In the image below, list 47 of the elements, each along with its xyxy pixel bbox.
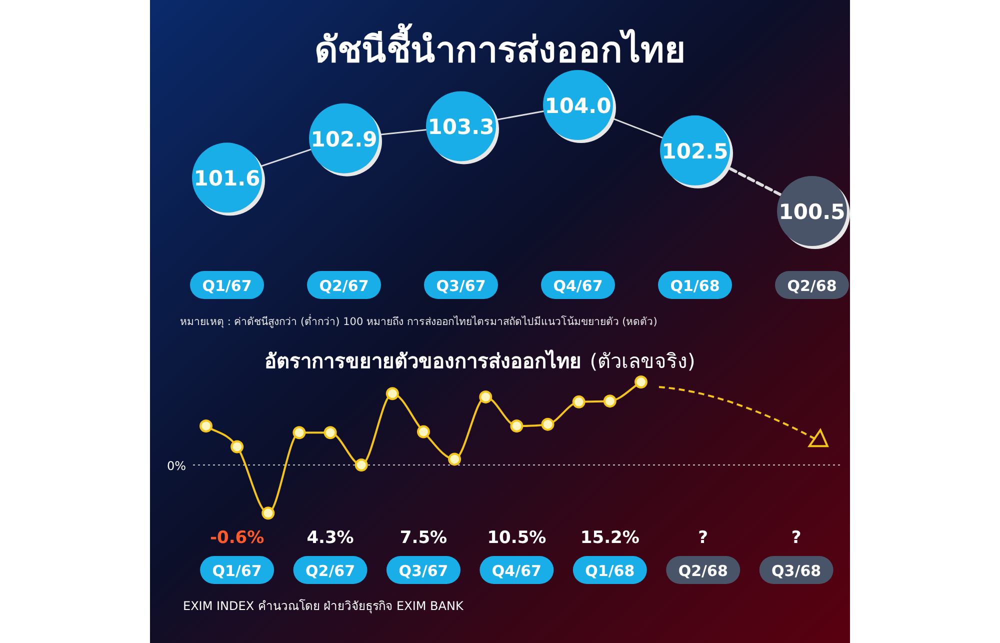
x-tick-label: Q3/68 — [772, 562, 822, 580]
data-label: 102.9 — [310, 127, 378, 152]
x-tick-label: Q2/67 — [319, 277, 369, 295]
point — [416, 425, 430, 438]
point — [292, 426, 306, 440]
point — [541, 418, 554, 431]
x-tick-label: Q1/68 — [670, 277, 720, 295]
text: ? — [698, 528, 708, 548]
point — [479, 390, 492, 404]
chart-subtitle: (ตัวเลขจริง) — [590, 349, 696, 373]
point — [572, 395, 586, 408]
x-tick-label: Q2/68 — [678, 562, 728, 580]
text: ? — [791, 528, 802, 548]
point — [603, 394, 616, 408]
text: 15.2% — [580, 528, 640, 548]
text: 10.5% — [487, 528, 546, 548]
x-tick-label: Q3/67 — [436, 277, 486, 295]
x-tick-label: Q2/68 — [787, 277, 837, 295]
point — [200, 419, 212, 432]
point — [324, 426, 337, 440]
x-tick-label: Q1/68 — [585, 562, 635, 580]
x-tick-label: Q4/67 — [553, 277, 603, 295]
point — [354, 458, 368, 472]
data-label: 100.5 — [778, 200, 846, 224]
point — [510, 419, 524, 432]
text: หมายเหตุ : ค่าดัชนีสูงกว่า (ต่ำกว่า) 100 หมายถึง การส่งออกไทยไตรมาสถัดไปมีแนวโน้มขยายตัว (หดตัว) — [180, 314, 658, 328]
data-label: 103.3 — [428, 115, 494, 140]
x-tick-label: Q1/67 — [212, 562, 262, 580]
data-label: 101.6 — [194, 166, 260, 191]
point — [448, 452, 462, 466]
text: 4.3% — [306, 528, 354, 548]
data-label: 104.0 — [544, 94, 612, 118]
x-tick-label: Q3/67 — [398, 562, 448, 580]
point — [386, 387, 399, 400]
x-tick-label: Q4/67 — [492, 562, 542, 580]
point — [262, 506, 275, 520]
point — [634, 376, 648, 388]
ref-line-label: 0% — [166, 459, 186, 473]
chart-title: ดัชนีชี้นำการส่งออกไทย — [314, 23, 686, 71]
text: EXIM INDEX คำนวณโดย ฝ่ายวิจัยธุรกิจ EXIM BANK — [183, 599, 464, 614]
x-tick-label: Q2/67 — [306, 562, 356, 580]
chart-title: อัตราการขยายตัวของการส่งออกไทย — [264, 349, 582, 373]
data-label: 102.5 — [662, 139, 728, 164]
point — [230, 440, 244, 454]
text: -0.6% — [210, 528, 264, 548]
text: 7.5% — [400, 528, 448, 548]
x-tick-label: Q1/67 — [202, 277, 252, 295]
